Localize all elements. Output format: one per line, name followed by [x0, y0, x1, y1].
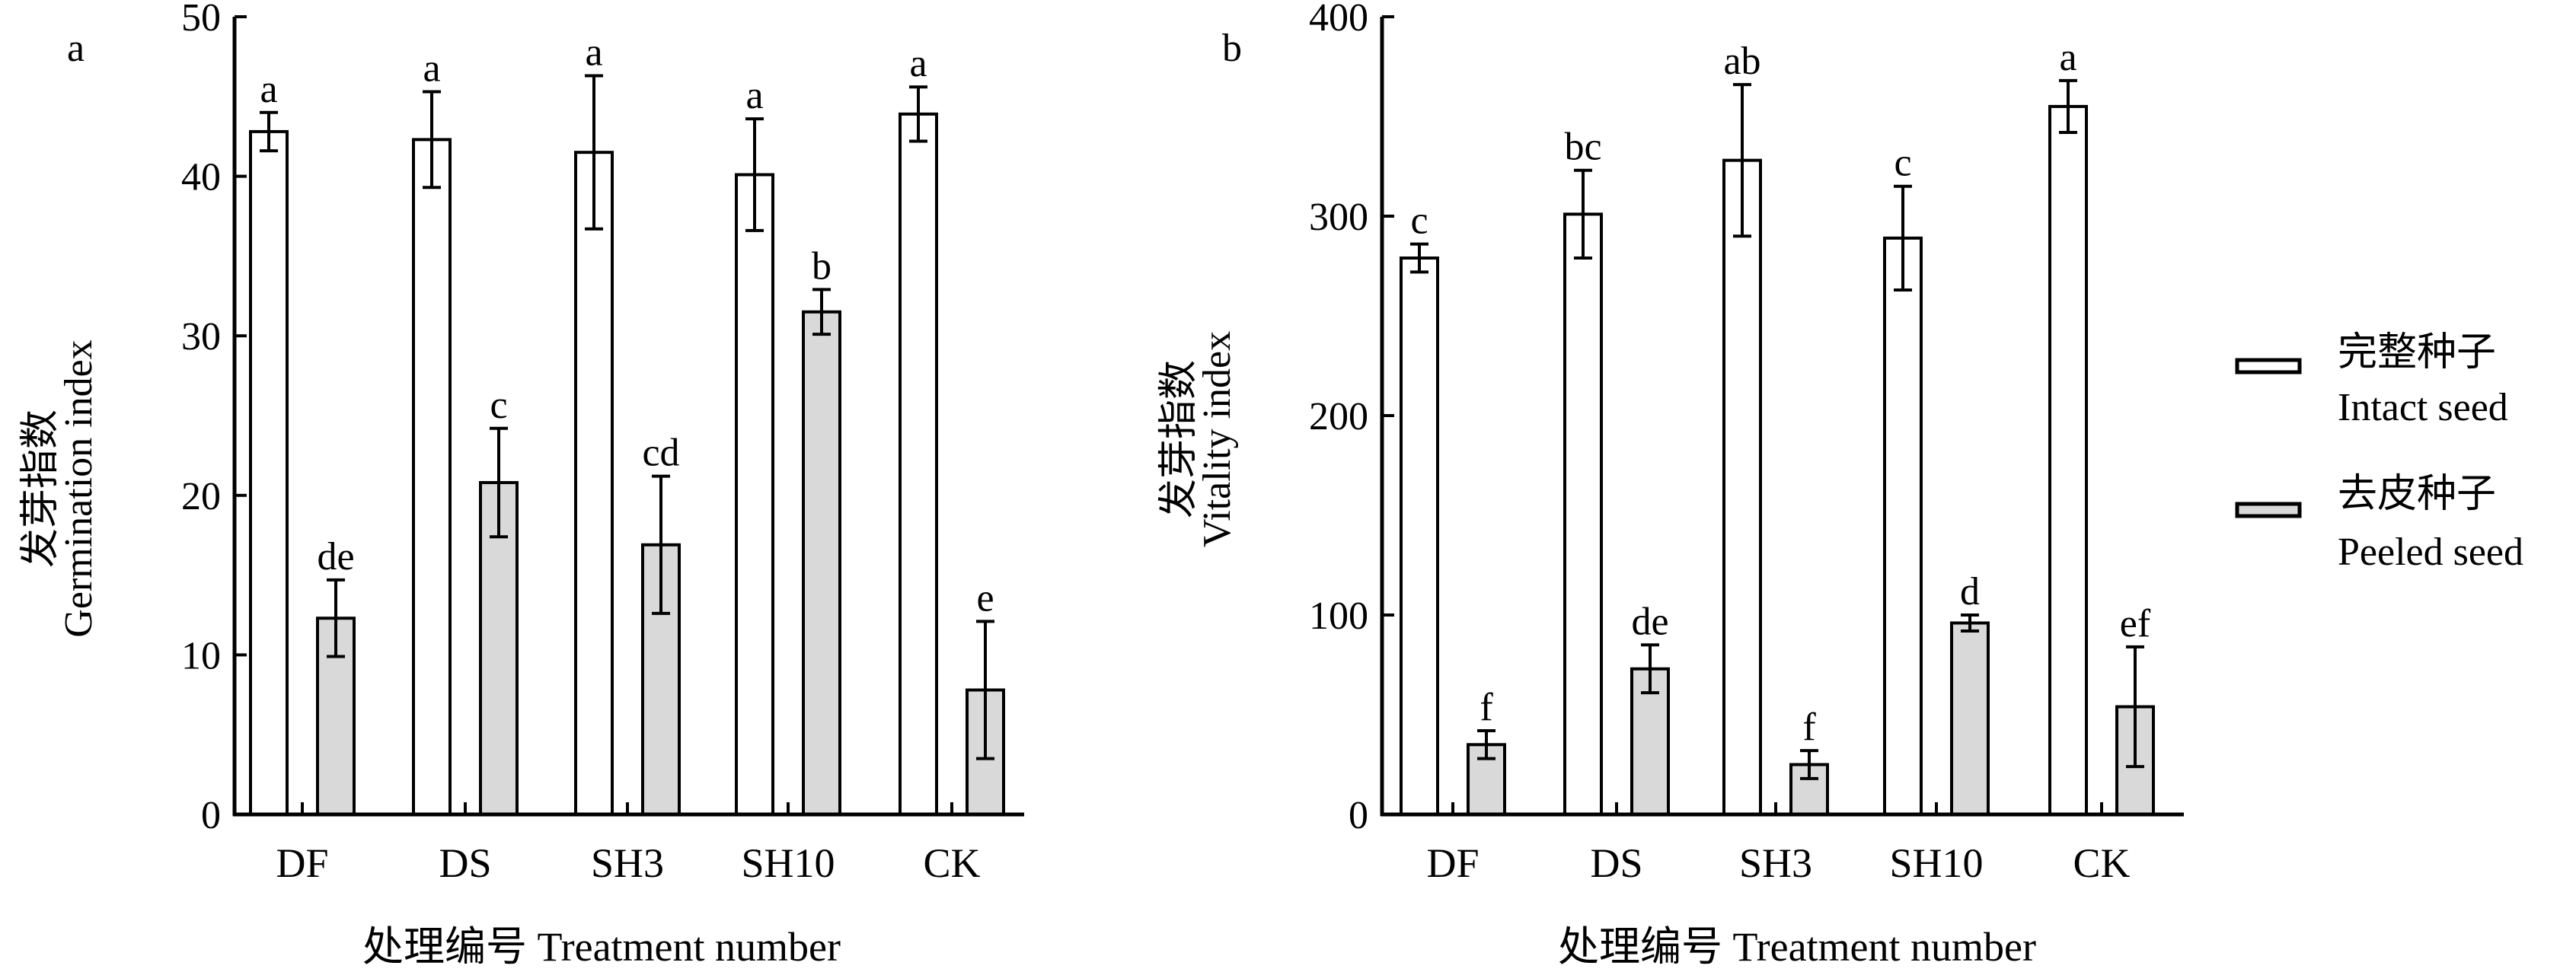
x-category-label: CK — [2073, 840, 2130, 886]
panel-a-plot-area: a de a c a cd a b a e — [232, 15, 1024, 817]
significance-letter: a — [260, 68, 277, 111]
x-category-label: DS — [1590, 840, 1642, 886]
significance-letter: a — [909, 42, 927, 85]
intact-bar — [1563, 212, 1603, 816]
significance-letter: c — [490, 384, 507, 427]
x-category-label: SH10 — [1889, 840, 1983, 886]
intact-bar — [735, 173, 774, 816]
x-category-label: DS — [439, 840, 491, 886]
y-tick-label: 40 — [181, 156, 221, 199]
significance-letter: f — [1802, 706, 1816, 749]
panel-a-xlabel: 处理编号 Treatment number — [362, 924, 841, 970]
y-tick-label: 0 — [1349, 794, 1368, 837]
significance-letter: a — [2059, 36, 2076, 79]
panel-b-label: b — [1222, 27, 1242, 70]
panel-b-xlabel: 处理编号 Treatment number — [1558, 924, 2036, 970]
legend-swatch-intact — [2235, 358, 2302, 374]
legend-swatch-peeled — [2235, 502, 2302, 518]
peeled-bar — [1950, 621, 1990, 816]
x-category-label: CK — [923, 840, 980, 886]
intact-bar — [2048, 104, 2088, 816]
x-category-label: SH3 — [591, 840, 664, 886]
panel-a-ylabel-cn: 发芽指数 — [19, 410, 62, 568]
y-tick-label: 50 — [181, 0, 221, 40]
x-category-label: SH3 — [1739, 840, 1812, 886]
significance-letter: de — [1631, 600, 1668, 643]
panel-a-y-title: 发芽指数 Germination index — [19, 339, 101, 637]
y-tick-label: 30 — [181, 315, 221, 359]
panel-b-vitality-index: b 发芽指数 Vitality index 0 100 200 300 400 c f bc… — [1157, 0, 2184, 970]
legend-item-peeled: 去皮种子 Peeled seed — [2235, 473, 2523, 574]
significance-letter: a — [745, 74, 763, 117]
panel-b-x-category-labels: DF DS SH3 SH10 CK — [1426, 840, 2130, 886]
panel-a-y-tick-labels: 0 10 20 30 40 50 — [181, 0, 221, 837]
significance-letter: ab — [1723, 40, 1760, 83]
panel-b-plot-area: c f bc de ab f c d a ef — [1380, 15, 2184, 817]
significance-letter: c — [1410, 199, 1428, 243]
panel-a-label: a — [67, 27, 85, 70]
y-tick-label: 300 — [1309, 196, 1368, 239]
panel-a-x-category-labels: DF DS SH3 SH10 CK — [276, 840, 980, 886]
y-tick-label: 400 — [1309, 0, 1368, 40]
significance-letter: f — [1480, 686, 1493, 729]
panel-a-ylabel-en: Germination index — [57, 339, 101, 637]
y-tick-label: 200 — [1309, 395, 1368, 438]
intact-bar — [899, 112, 938, 816]
significance-letter: ef — [2120, 602, 2151, 645]
panel-b-ylabel-cn: 发芽指数 — [1157, 360, 1201, 518]
significance-letter: cd — [642, 432, 679, 475]
x-category-label: SH10 — [741, 840, 835, 886]
significance-letter: c — [1894, 142, 1911, 185]
y-tick-label: 0 — [201, 794, 221, 837]
legend-peeled-en: Peeled seed — [2338, 531, 2523, 574]
significance-letter: b — [812, 244, 832, 288]
intact-bar — [249, 129, 289, 817]
legend-intact-en: Intact seed — [2338, 386, 2508, 429]
legend-intact-cn: 完整种子 — [2338, 331, 2496, 374]
intact-bar — [1883, 236, 1923, 816]
intact-bar — [1722, 158, 1762, 816]
significance-letter: bc — [1564, 126, 1601, 169]
intact-bar — [1400, 257, 1439, 816]
intact-bar — [574, 151, 614, 817]
y-tick-label: 10 — [181, 634, 221, 677]
x-category-label: DF — [276, 840, 328, 886]
peeled-bar — [802, 310, 841, 816]
significance-letter: e — [976, 576, 994, 620]
panel-a-germination-index: a 发芽指数 Germination index 0 10 20 30 40 50 a de… — [19, 0, 1024, 970]
significance-letter: d — [1960, 570, 1980, 613]
panel-b-y-tick-labels: 0 100 200 300 400 — [1309, 0, 1368, 837]
significance-letter: a — [585, 31, 602, 75]
significance-letter: de — [317, 535, 354, 578]
intact-bar — [412, 138, 452, 816]
y-tick-label: 20 — [181, 475, 221, 518]
panel-b-y-title: 发芽指数 Vitality index — [1157, 331, 1239, 547]
panel-b-ylabel-en: Vitality index — [1195, 331, 1239, 547]
legend-item-intact: 完整种子 Intact seed — [2235, 331, 2508, 429]
legend: 完整种子 Intact seed 去皮种子 Peeled seed — [2235, 331, 2523, 574]
significance-letter: a — [423, 47, 440, 91]
x-category-label: DF — [1426, 840, 1479, 886]
y-tick-label: 100 — [1309, 594, 1368, 638]
legend-peeled-cn: 去皮种子 — [2338, 473, 2496, 516]
